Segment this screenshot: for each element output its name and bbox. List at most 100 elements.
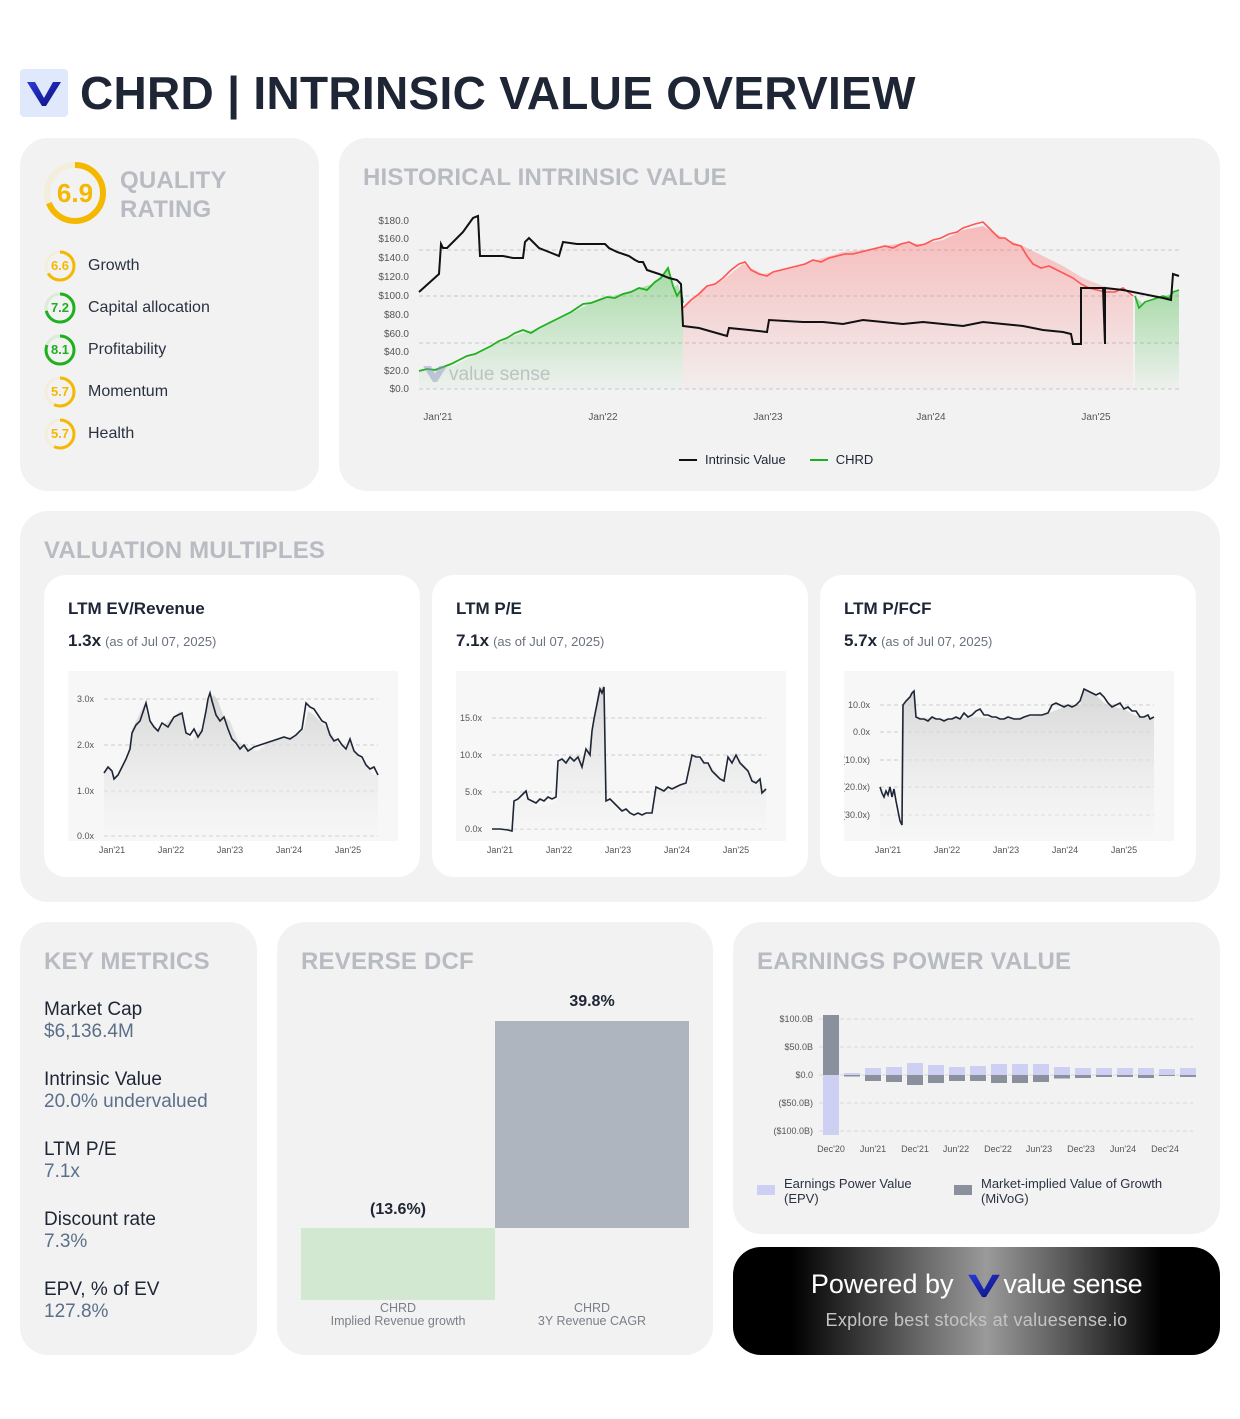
- epv-legend-mivog: Market-implied Value of Growth (MiVoG): [954, 1176, 1162, 1206]
- svg-text:5.0x: 5.0x: [465, 787, 483, 797]
- svg-text:$180.0: $180.0: [378, 216, 409, 227]
- svg-text:Dec'24: Dec'24: [1151, 1144, 1179, 1154]
- mivog-swatch: [954, 1185, 972, 1195]
- pe-asof: (as of Jul 07, 2025): [493, 634, 605, 649]
- bar-label-line1: CHRD: [573, 1301, 611, 1315]
- svg-text:$120.0: $120.0: [378, 272, 409, 283]
- svg-text:Jan'22: Jan'22: [546, 845, 572, 855]
- svg-text:Jan'22: Jan'22: [158, 845, 184, 855]
- pfcf-value: 5.7x: [844, 631, 878, 650]
- quality-rating-card: 6.9 QUALITY RATING 6.6 Growth 7.2 Capita…: [20, 138, 319, 491]
- svg-text:10.0x: 10.0x: [848, 700, 871, 710]
- ev-revenue-chart: 3.0x 2.0x 1.0x 0.0x Jan'21 Jan'22 Jan'23 Jan'2…: [68, 671, 398, 855]
- powered-by-row: Powered by value sense: [733, 1269, 1220, 1300]
- mivog-legend-line2: (MiVoG): [981, 1191, 1029, 1206]
- svg-text:Jan'22: Jan'22: [934, 845, 960, 855]
- metric-label: Discount rate: [44, 1209, 156, 1230]
- svg-text:Jan'21: Jan'21: [423, 412, 453, 423]
- svg-text:Jan'25: Jan'25: [335, 845, 361, 855]
- valuation-multiples-card: VALUATION MULTIPLES LTM EV/Revenue 1.3x(…: [20, 511, 1220, 902]
- page-header: CHRD | INTRINSIC VALUE OVERVIEW: [20, 66, 916, 120]
- epv-bars: [823, 1015, 1196, 1135]
- epv-swatch: [757, 1185, 775, 1195]
- svg-text:$40.0: $40.0: [384, 347, 409, 358]
- profitability-label: Profitability: [88, 341, 167, 358]
- ev-revenue-card: LTM EV/Revenue 1.3x (as of Jul 07, 2025) …: [44, 575, 420, 877]
- profitability-score: 8.1: [50, 342, 70, 357]
- legend-price-swatch: [809, 458, 828, 461]
- metric-ltm-pe: LTM P/E 7.1x: [44, 1139, 117, 1183]
- svg-text:Jun'21: Jun'21: [860, 1144, 886, 1154]
- metric-label: EPV, % of EV: [44, 1279, 160, 1300]
- svg-text:Jan'24: Jan'24: [1052, 845, 1078, 855]
- ev-revenue-value: 1.3x: [68, 631, 102, 650]
- svg-text:Dec'20: Dec'20: [817, 1144, 845, 1154]
- svg-text:$100.0B: $100.0B: [779, 1014, 813, 1024]
- svg-text:Jan'23: Jan'23: [605, 845, 631, 855]
- pe-value-row: 7.1x (as of Jul 07, 2025): [456, 631, 604, 651]
- svg-text:(30.0x): (30.0x): [844, 810, 870, 820]
- historical-legend: Intrinsic Value CHRD: [679, 452, 873, 467]
- metric-epv-pct-ev: EPV, % of EV 127.8%: [44, 1279, 159, 1323]
- ev-revenue-title: LTM EV/Revenue: [68, 599, 205, 618]
- quality-item-momentum: 5.7 Momentum: [44, 376, 168, 408]
- explore-text[interactable]: Explore best stocks at valuesense.io: [825, 1310, 1128, 1330]
- historical-title: HISTORICAL INTRINSIC VALUE: [363, 164, 727, 191]
- svg-text:$20.0: $20.0: [384, 366, 409, 377]
- capital-allocation-label: Capital allocation: [88, 299, 210, 316]
- svg-text:$0.0: $0.0: [795, 1070, 813, 1080]
- quality-title: QUALITY RATING: [120, 166, 227, 224]
- implied-growth-value: (13.6%): [369, 1201, 427, 1218]
- svg-text:10.0x: 10.0x: [460, 750, 483, 760]
- svg-text:Jan'22: Jan'22: [588, 412, 618, 423]
- svg-text:Jun'22: Jun'22: [943, 1144, 969, 1154]
- svg-text:$50.0B: $50.0B: [784, 1042, 813, 1052]
- svg-text:Jan'24: Jan'24: [276, 845, 302, 855]
- metric-value: 7.3%: [44, 1231, 88, 1252]
- svg-text:Jan'25: Jan'25: [1081, 412, 1111, 423]
- svg-text:Jan'25: Jan'25: [1111, 845, 1137, 855]
- svg-text:($100.0B): ($100.0B): [773, 1126, 813, 1136]
- svg-text:Jan'24: Jan'24: [664, 845, 690, 855]
- epv-legend-line1: Earnings Power Value: [784, 1176, 912, 1191]
- svg-text:$140.0: $140.0: [378, 253, 409, 264]
- svg-text:Jan'21: Jan'21: [99, 845, 125, 855]
- metric-label: Intrinsic Value: [44, 1069, 162, 1090]
- svg-text:(10.0x): (10.0x): [844, 755, 870, 765]
- svg-text:Jan'23: Jan'23: [217, 845, 243, 855]
- epv-title: EARNINGS POWER VALUE: [757, 948, 1072, 975]
- pfcf-chart: 10.0x 0.0x (10.0x) (20.0x) (30.0x) Jan'21 Jan…: [844, 671, 1174, 855]
- revenue-cagr-value: 39.8%: [569, 993, 615, 1010]
- bar-label-line1: CHRD: [379, 1301, 417, 1315]
- metric-value: 7.1x: [44, 1161, 80, 1182]
- value-sense-logo: [20, 69, 68, 117]
- page-title: CHRD | INTRINSIC VALUE OVERVIEW: [80, 67, 916, 119]
- valuation-title: VALUATION MULTIPLES: [44, 537, 326, 564]
- quality-score: 6.9: [56, 178, 94, 208]
- health-label: Health: [88, 425, 135, 442]
- epv-legend-epv: Earnings Power Value (EPV): [757, 1176, 912, 1206]
- historical-intrinsic-value-card: HISTORICAL INTRINSIC VALUE $180.0 $160.0 $…: [339, 138, 1220, 491]
- health-score: 5.7: [50, 426, 70, 441]
- growth-score: 6.6: [50, 258, 70, 273]
- bar-label-line2: Implied Revenue growth: [330, 1314, 466, 1328]
- svg-text:1.0x: 1.0x: [77, 786, 95, 796]
- svg-text:($50.0B): ($50.0B): [778, 1098, 813, 1108]
- implied-growth-label: CHRD Implied Revenue growth: [301, 1302, 495, 1328]
- svg-text:0.0x: 0.0x: [77, 831, 95, 841]
- svg-text:Dec'22: Dec'22: [984, 1144, 1012, 1154]
- svg-text:0.0x: 0.0x: [853, 727, 871, 737]
- svg-text:2.0x: 2.0x: [77, 740, 95, 750]
- quality-item-capital-allocation: 7.2 Capital allocation: [44, 292, 210, 324]
- pfcf-title: LTM P/FCF: [844, 599, 932, 618]
- svg-text:Jun'24: Jun'24: [1110, 1144, 1136, 1154]
- quality-item-growth: 6.6 Growth: [44, 250, 140, 282]
- pe-value: 7.1x: [456, 631, 490, 650]
- pe-chart: 15.0x 10.0x 5.0x 0.0x Jan'21 Jan'22 Jan'23 Jan…: [456, 671, 786, 855]
- powered-by-banner[interactable]: Powered by value sense Explore best stoc…: [733, 1247, 1220, 1355]
- metric-label: Market Cap: [44, 999, 143, 1020]
- quality-score-ring: 6.9: [43, 161, 107, 225]
- reverse-dcf-card: REVERSE DCF (13.6%) 39.8% CHRD Implied Re…: [277, 922, 713, 1355]
- quality-title-line2: RATING: [120, 196, 212, 223]
- momentum-label: Momentum: [88, 383, 169, 400]
